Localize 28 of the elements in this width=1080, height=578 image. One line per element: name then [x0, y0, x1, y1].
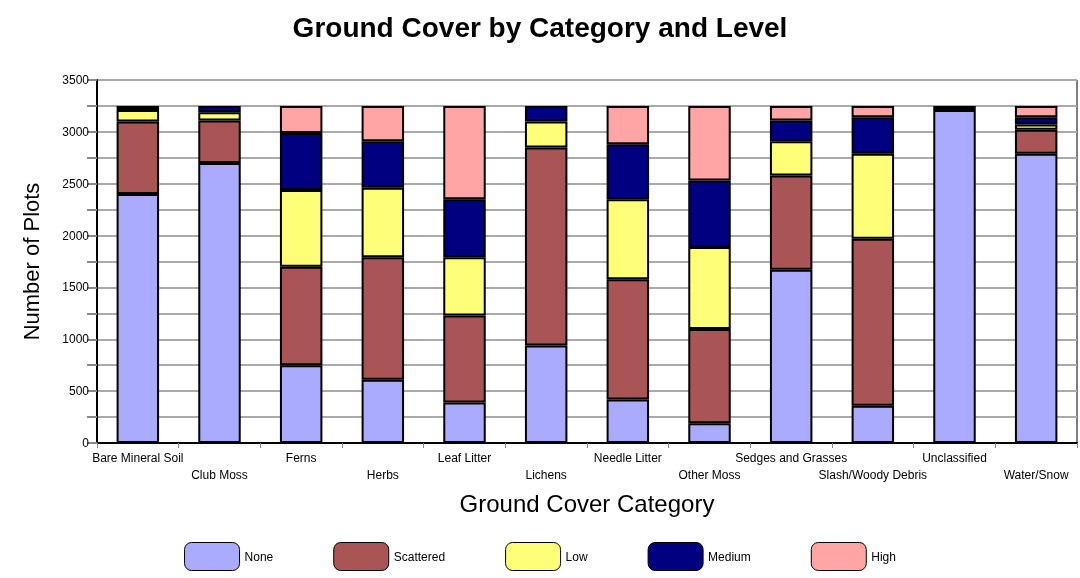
- x-tick-label: Water/Snow: [1003, 467, 1069, 482]
- y-tick-label: 500: [68, 384, 90, 399]
- y-tick-label: 3000: [62, 124, 90, 139]
- x-tick-label: Slash/Woody Debris: [818, 467, 928, 482]
- legend-label: High: [871, 549, 896, 564]
- x-tick-label: Sedges and Grasses: [735, 450, 848, 465]
- y-tick-label: 1500: [62, 280, 90, 295]
- x-tick-label: Lichens: [525, 467, 567, 482]
- x-tick-label: Bare Mineral Soil: [92, 450, 184, 465]
- x-tick-label: Other Moss: [678, 467, 741, 482]
- legend-label: Medium: [708, 549, 751, 564]
- legend-label: Low: [565, 549, 588, 564]
- x-tick-label: Unclassified: [922, 450, 987, 465]
- x-tick-label: Ferns: [285, 450, 317, 465]
- x-tick-label: Herbs: [366, 467, 399, 482]
- y-tick-label: 2500: [62, 176, 90, 191]
- x-tick-label: Needle Litter: [593, 450, 662, 465]
- y-tick-label: 1000: [62, 332, 90, 347]
- legend-label: Scattered: [393, 549, 446, 564]
- y-tick-label: 3500: [62, 73, 90, 87]
- chart-title: Ground Cover by Category and Level: [292, 11, 788, 43]
- y-tick-label: 0: [82, 436, 90, 450]
- x-tick-label: Club Moss: [191, 467, 248, 482]
- x-axis-title: Ground Cover Category: [459, 489, 715, 517]
- x-tick-label: Leaf Litter: [437, 450, 492, 465]
- y-axis-title: Number of Plots: [18, 182, 44, 341]
- legend-label: None: [244, 549, 274, 564]
- y-tick-label: 2000: [62, 228, 90, 243]
